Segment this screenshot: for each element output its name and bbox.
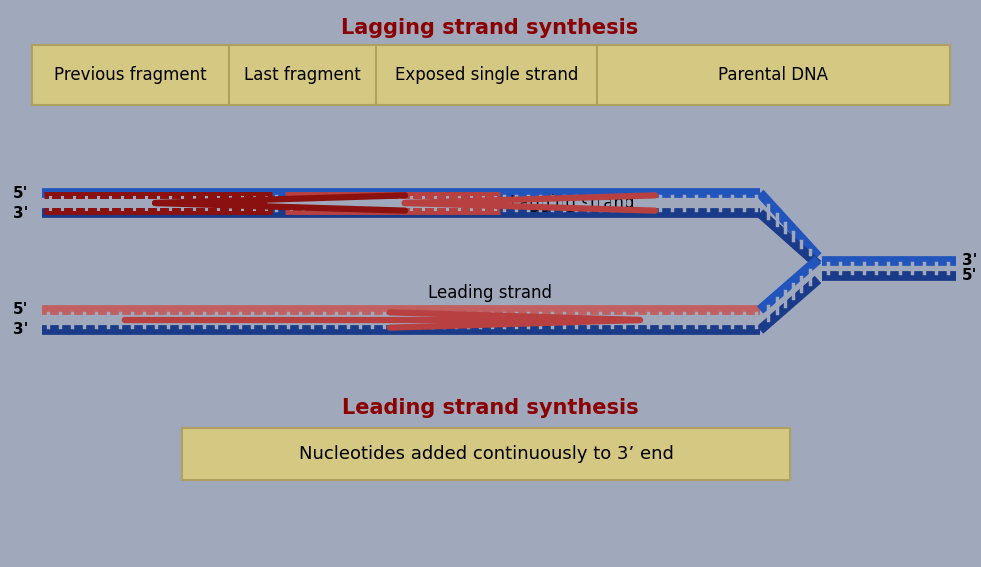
Text: Exposed single strand: Exposed single strand — [394, 66, 578, 84]
Text: Lagging strand: Lagging strand — [510, 194, 635, 212]
Text: Lagging strand synthesis: Lagging strand synthesis — [341, 18, 639, 38]
Bar — [182, 428, 790, 480]
Text: Last fragment: Last fragment — [244, 66, 361, 84]
Text: 5': 5' — [962, 268, 977, 283]
Text: Nucleotides added continuously to 3’ end: Nucleotides added continuously to 3’ end — [298, 445, 673, 463]
Text: 3': 3' — [13, 323, 28, 337]
Text: Leading strand synthesis: Leading strand synthesis — [341, 398, 639, 418]
Text: Previous fragment: Previous fragment — [54, 66, 207, 84]
Text: 3': 3' — [962, 253, 977, 268]
Text: 5': 5' — [13, 185, 28, 201]
Text: 5': 5' — [13, 303, 28, 318]
Text: Parental DNA: Parental DNA — [718, 66, 828, 84]
Text: 3': 3' — [13, 205, 28, 221]
Bar — [32, 45, 950, 105]
Text: Leading strand: Leading strand — [428, 284, 552, 302]
